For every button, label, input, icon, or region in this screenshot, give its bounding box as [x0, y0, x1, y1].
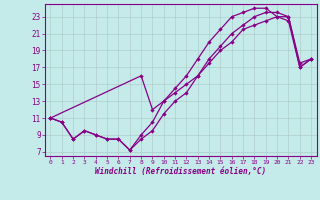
X-axis label: Windchill (Refroidissement éolien,°C): Windchill (Refroidissement éolien,°C) [95, 167, 266, 176]
